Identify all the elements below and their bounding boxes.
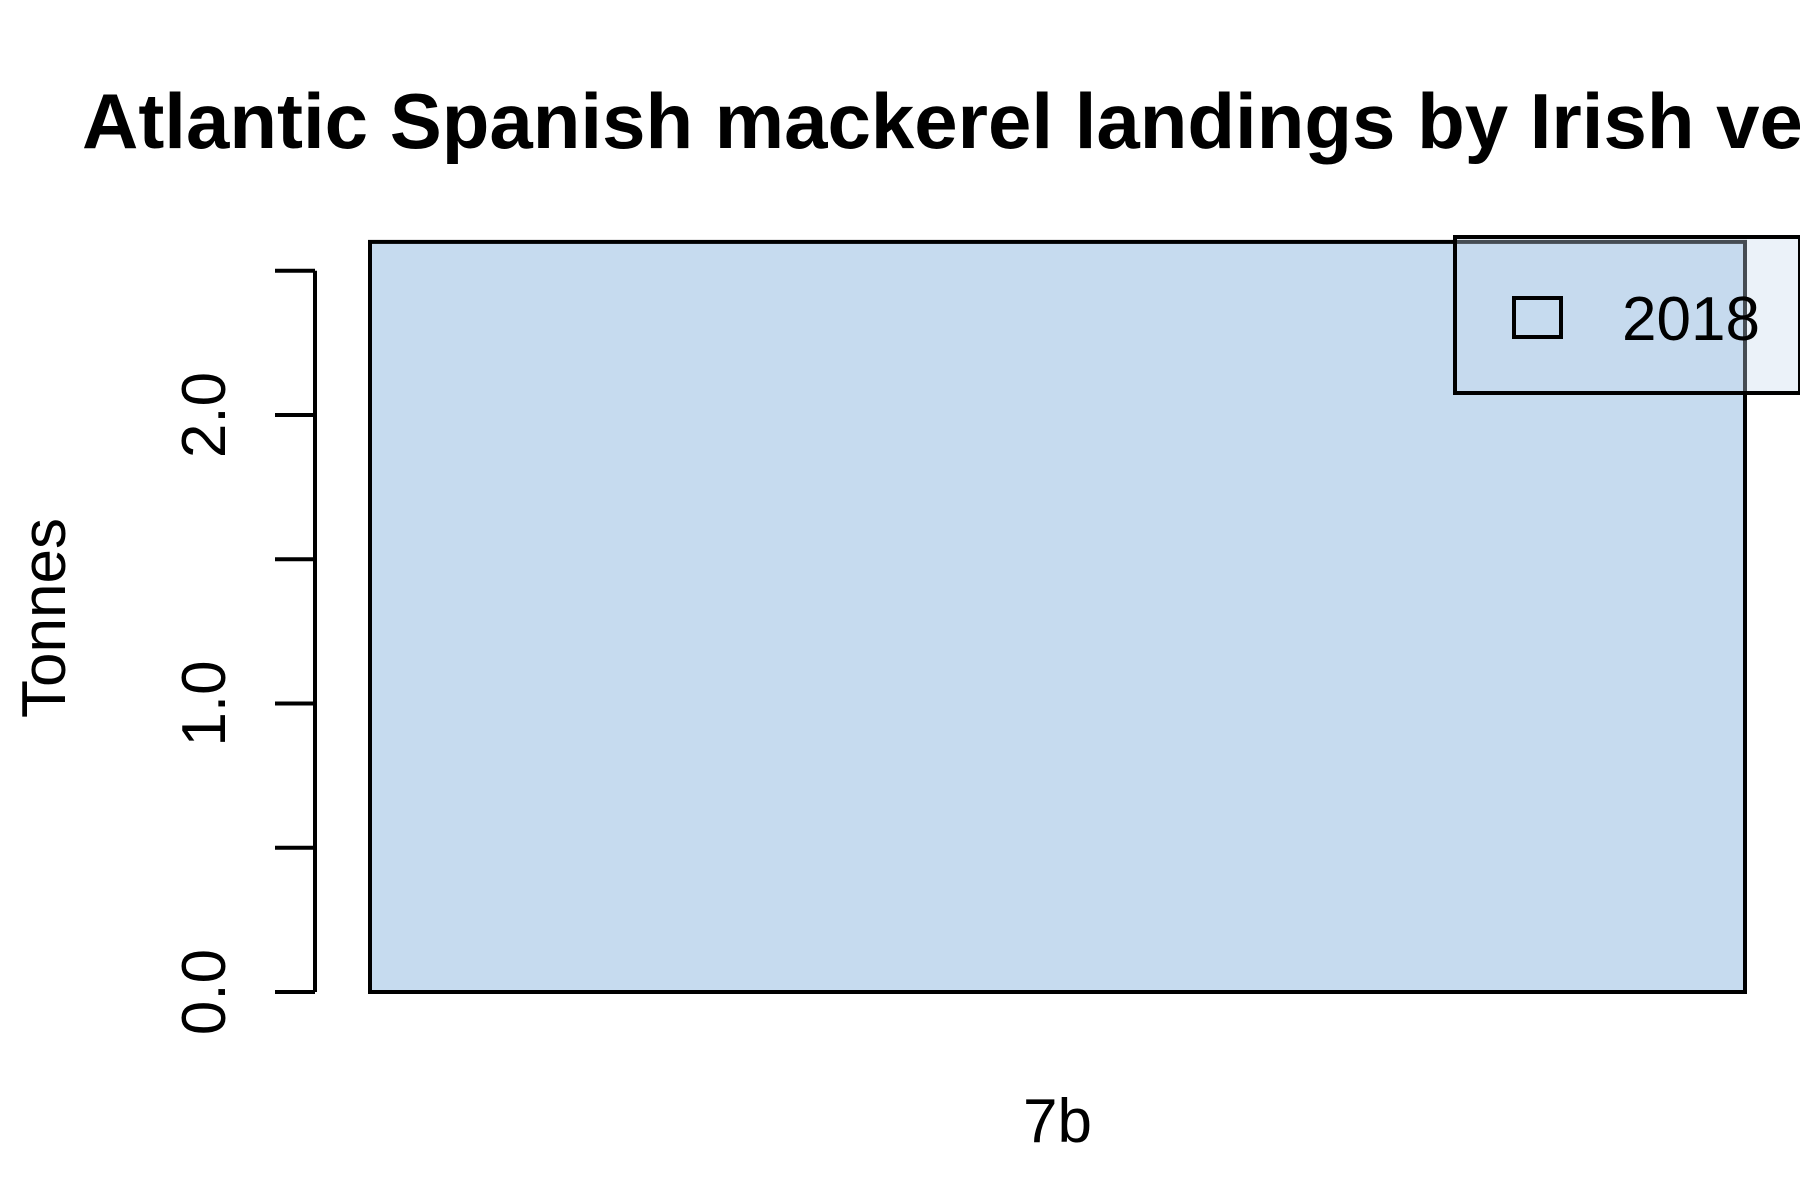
bar-7b <box>368 239 1747 994</box>
plot-area: 0.0 1.0 2.0 7b <box>170 239 1747 1156</box>
y-tick-label-0: 0.0 <box>170 949 239 1035</box>
legend-swatch <box>1512 296 1563 339</box>
legend: 2018 <box>1453 235 1800 395</box>
y-tick-label-2: 1.0 <box>170 660 239 746</box>
y-axis-label: Tonnes <box>10 518 79 718</box>
x-tick-label-7b: 7b <box>1023 1087 1092 1156</box>
legend-label: 2018 <box>1622 285 1760 354</box>
y-tick-label-4: 2.0 <box>170 372 239 458</box>
chart-title: Atlantic Spanish mackerel landings by Ir… <box>82 77 1800 165</box>
